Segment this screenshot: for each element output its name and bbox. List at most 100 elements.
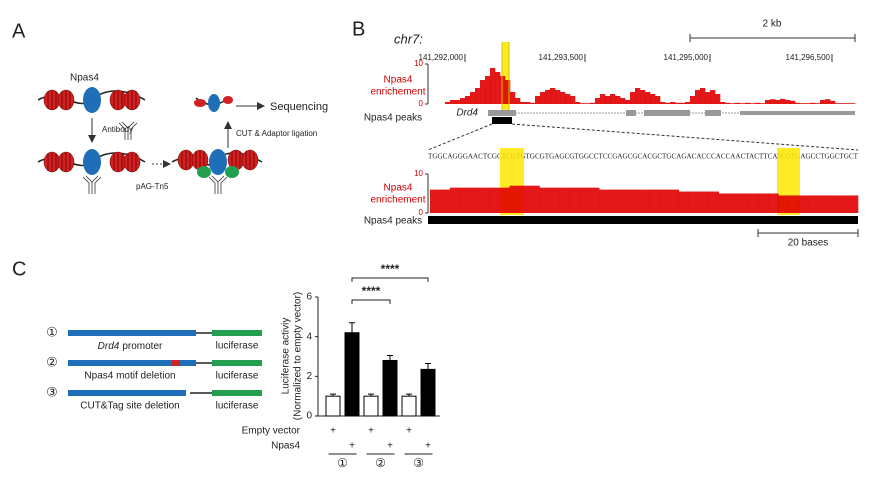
y-tick-label: 10 — [414, 169, 423, 178]
signal-bar — [660, 102, 666, 104]
y-tick-label: 6 — [306, 292, 312, 303]
signal-bar — [730, 103, 736, 104]
construct-name: CUT&Tag site deletion — [80, 401, 180, 412]
signal-bar — [505, 80, 511, 104]
signal-bar — [760, 103, 766, 104]
signal-bar — [790, 100, 796, 104]
signal-bar — [645, 92, 651, 104]
error-bar — [425, 362, 431, 370]
construct-name: Npas4 motif deletion — [84, 371, 175, 382]
signal-bar — [718, 193, 729, 213]
signal-bar — [569, 187, 580, 213]
antibody — [82, 175, 102, 194]
signal-bar — [838, 195, 849, 213]
signal-bar — [830, 100, 836, 104]
signal-bar — [539, 187, 550, 213]
signal-bar — [845, 103, 851, 104]
signal-bar — [688, 191, 700, 213]
signal-bar — [549, 187, 560, 213]
signal-bar — [818, 195, 829, 213]
signal-bar — [570, 96, 576, 104]
track-label: Npas4 — [384, 75, 413, 86]
signal-bar — [748, 193, 759, 213]
signal-bar — [520, 102, 526, 104]
signal-bar — [680, 102, 686, 104]
protein — [83, 149, 101, 175]
highlight — [502, 42, 509, 110]
signal-bar — [738, 193, 749, 213]
protein — [209, 149, 227, 175]
signal-bar — [535, 96, 541, 104]
signal-bar — [510, 92, 516, 104]
track-label: enrichement — [370, 195, 425, 206]
promoter — [68, 390, 186, 396]
antibody-label: Antibody — [102, 125, 133, 134]
coordinate: 141,295,000 — [664, 53, 709, 62]
track-label: Npas4 — [384, 183, 413, 194]
bar — [420, 368, 436, 417]
signal-bar — [465, 96, 471, 104]
nucleosome — [194, 99, 206, 107]
antibody — [118, 121, 138, 140]
signal-bar — [545, 90, 551, 104]
signal-bar — [555, 90, 561, 104]
signal-bar — [430, 189, 441, 213]
plus-sign: + — [330, 426, 336, 437]
signal-bar — [439, 189, 451, 213]
nucleosome — [223, 96, 233, 104]
exon — [488, 110, 516, 116]
enzyme — [197, 166, 211, 178]
signal-bar — [485, 76, 491, 104]
signal-bar — [825, 99, 831, 104]
promoter — [68, 360, 196, 366]
y-tick-label: 2 — [306, 371, 312, 382]
signal-bar — [469, 187, 481, 213]
signal-bar — [798, 195, 809, 213]
peaks-label: Npas4 peaks — [364, 216, 422, 227]
signal-bar — [529, 185, 540, 213]
signal-bar — [795, 102, 801, 104]
signal-bar — [725, 102, 731, 104]
signal-bar — [690, 96, 696, 104]
signal-bar — [810, 102, 816, 104]
significance-bracket — [351, 299, 391, 304]
signal-bar — [585, 103, 591, 104]
y-tick-label: 4 — [306, 331, 312, 342]
construct-number: ③ — [46, 384, 58, 399]
signal-bar — [605, 96, 611, 104]
group-label: ③ — [413, 456, 424, 470]
signal-bar — [665, 102, 671, 104]
construct-name: Drd4 promoter — [98, 341, 163, 352]
signal-bar — [850, 103, 856, 104]
signal-bar — [559, 187, 570, 213]
signal-bar — [595, 98, 601, 104]
signal-bar — [550, 88, 556, 104]
signal-bar — [480, 80, 486, 104]
enzyme — [225, 166, 239, 178]
signal-bar — [610, 94, 616, 104]
signal-bar — [780, 98, 786, 104]
signal-bar — [470, 92, 476, 104]
luciferase — [212, 390, 262, 396]
bar — [382, 359, 398, 417]
signal-bar — [745, 102, 751, 104]
signal-bar — [449, 187, 461, 213]
signal-bar — [499, 187, 510, 213]
panel-label: C — [12, 258, 26, 280]
bar — [401, 395, 417, 417]
luciferase — [212, 360, 262, 366]
row-label: Npas4 — [271, 441, 300, 452]
y-tick-label: 10 — [414, 59, 423, 68]
signal-bar — [755, 102, 761, 104]
plus-sign: + — [368, 426, 374, 437]
peaks-label: Npas4 peaks — [364, 113, 422, 124]
group-label: ② — [375, 456, 386, 470]
signal-bar — [509, 185, 520, 213]
signal-bar — [668, 189, 680, 213]
signal-bar — [698, 191, 709, 213]
luciferase — [212, 330, 262, 336]
scale-label: 2 kb — [763, 19, 782, 30]
signal-bar — [450, 100, 456, 104]
zoom-line — [427, 123, 493, 151]
